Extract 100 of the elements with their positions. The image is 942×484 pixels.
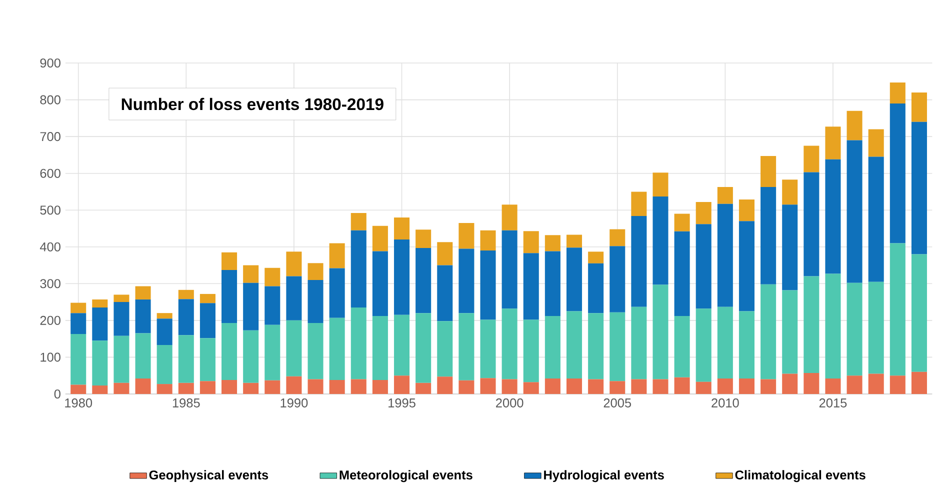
bar: [588, 313, 604, 380]
bar: [738, 311, 754, 379]
bar: [890, 376, 906, 394]
bar: [70, 334, 86, 385]
bar: [243, 265, 259, 284]
bar: [782, 290, 798, 374]
y-tick-label: 100: [40, 352, 60, 362]
bar: [696, 382, 712, 394]
bar: [696, 308, 712, 382]
bar: [566, 378, 582, 394]
bar: [760, 284, 776, 380]
legend-label: Hydrological events: [544, 470, 664, 482]
bar: [394, 376, 410, 394]
bar: [264, 380, 280, 394]
x-tick-label: 1990: [280, 398, 308, 408]
bar: [652, 284, 668, 380]
bar: [674, 214, 690, 232]
bar: [70, 302, 86, 314]
bar: [308, 280, 324, 324]
bar: [222, 323, 238, 380]
y-tick-label: 0: [54, 390, 60, 399]
bar: [846, 376, 862, 394]
bar: [717, 204, 733, 308]
bar: [674, 378, 690, 394]
bar: [566, 234, 582, 248]
bar: [610, 381, 626, 394]
bar: [114, 336, 130, 384]
bar: [350, 230, 366, 308]
bar: [868, 282, 884, 374]
bar: [264, 286, 280, 326]
x-tick-label: 2000: [496, 398, 524, 408]
bar: [416, 383, 432, 394]
bar: [566, 248, 582, 312]
bar: [911, 122, 927, 254]
bar: [588, 379, 604, 394]
bar: [804, 373, 820, 394]
text: Number of loss events 1980-2019: [122, 98, 384, 110]
bar: [631, 307, 647, 380]
bar: [652, 196, 668, 285]
bar: [480, 230, 496, 251]
bar: [222, 380, 238, 394]
y-tick-label: 400: [40, 242, 60, 252]
bar: [825, 274, 841, 379]
y-tick-label: 600: [40, 169, 60, 178]
bar: [200, 338, 216, 382]
bar: [286, 252, 302, 276]
bar: [911, 254, 927, 372]
y-tick-label: 200: [40, 316, 60, 326]
bar: [92, 308, 108, 341]
x-tick-label: 2005: [604, 398, 632, 408]
bar: [114, 294, 130, 302]
bar: [846, 111, 862, 140]
bar: [544, 251, 560, 316]
y-tick-label: 800: [40, 95, 60, 105]
x-tick-label: 2010: [712, 398, 739, 408]
bar: [135, 333, 151, 379]
bar: [222, 252, 238, 270]
bar: [135, 378, 151, 394]
bar: [480, 320, 496, 378]
bar: [329, 318, 345, 380]
bar: [738, 221, 754, 312]
bar: [458, 380, 474, 394]
bar: [416, 313, 432, 384]
bar: [652, 379, 668, 394]
bar: [135, 300, 151, 334]
bar: [523, 231, 539, 254]
bar: [782, 204, 798, 290]
x-tick-label: 1980: [65, 398, 92, 408]
bar: [178, 290, 194, 300]
bar: [652, 172, 668, 197]
bar: [717, 307, 733, 379]
bar: [502, 204, 518, 231]
bar: [286, 320, 302, 377]
bar: [329, 380, 345, 394]
bar: [372, 380, 388, 394]
bar: [566, 311, 582, 379]
bar: [350, 379, 366, 394]
bar: [437, 242, 453, 266]
bar: [544, 316, 560, 379]
x-tick-label: 1985: [172, 398, 200, 408]
bar: [243, 283, 259, 331]
bar: [523, 253, 539, 320]
bar: [890, 104, 906, 244]
y-tick-label: 900: [40, 58, 60, 68]
bar: [911, 372, 927, 394]
bar: [502, 308, 518, 380]
bar: [717, 378, 733, 394]
bar: [696, 202, 712, 224]
bar: [782, 374, 798, 394]
bar: [544, 378, 560, 394]
legend-label: Climatological events: [735, 470, 866, 482]
bar: [243, 330, 259, 384]
bar: [631, 379, 647, 394]
bar: [846, 140, 862, 284]
y-tick-label: 300: [40, 279, 60, 288]
bar: [868, 129, 884, 157]
bar: [588, 264, 604, 314]
bar: [264, 325, 280, 381]
x-tick-label: 2015: [819, 398, 847, 408]
bar: [738, 378, 754, 394]
